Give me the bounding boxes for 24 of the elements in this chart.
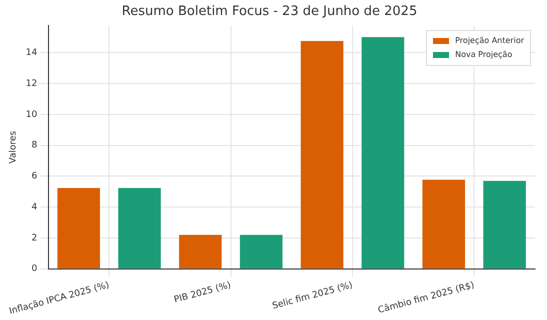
x-tick-label: PIB 2025 (%) xyxy=(173,280,232,306)
legend-label: Projeção Anterior xyxy=(455,34,524,47)
x-tick-label: Selic fim 2025 (%) xyxy=(271,280,354,312)
bar xyxy=(422,180,466,268)
x-tick-label: Inflação IPCA 2025 (%) xyxy=(8,280,110,317)
x-tick-label: Câmbio fim 2025 (R$) xyxy=(376,280,476,316)
bar xyxy=(240,234,282,268)
bar xyxy=(483,180,526,268)
y-tick-label: 0 xyxy=(32,264,38,274)
y-tick-label: 12 xyxy=(26,78,38,89)
y-tick-label: 8 xyxy=(32,140,38,151)
y-tick-label: 14 xyxy=(26,48,38,58)
y-axis-title: Valores xyxy=(8,130,19,164)
y-tick-label: 2 xyxy=(32,233,38,244)
chart-title: Resumo Boletim Focus - 23 de Junho de 2025 xyxy=(122,4,418,20)
y-tick-label: 6 xyxy=(32,172,38,182)
y-tick-label: 4 xyxy=(32,202,38,212)
legend-label: Nova Projeção xyxy=(455,48,512,61)
bar xyxy=(300,41,344,268)
bar xyxy=(118,188,161,268)
bar xyxy=(57,188,100,268)
bar xyxy=(179,234,222,268)
bar xyxy=(362,37,404,268)
y-tick-label: 10 xyxy=(26,110,38,120)
